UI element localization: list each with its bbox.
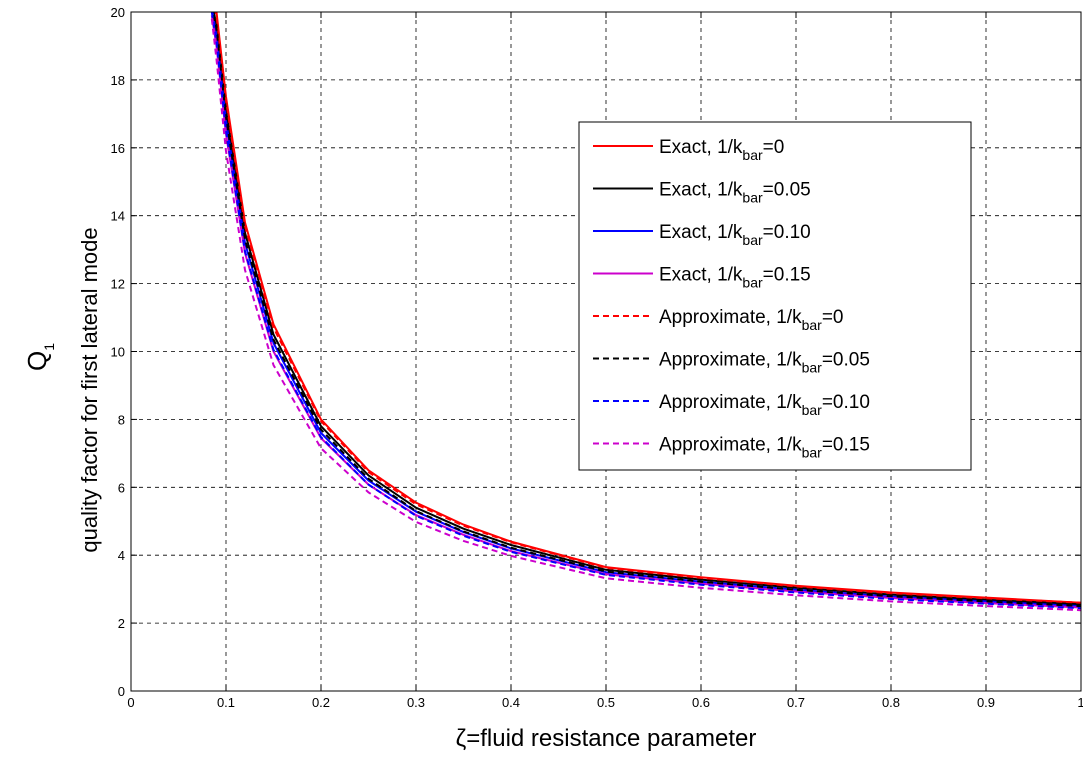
- legend-entry-suffix: =0.15: [822, 435, 870, 456]
- y-tick-label: 6: [118, 480, 125, 495]
- y-tick-label: 4: [118, 548, 125, 563]
- legend-entry-subscript: bar: [802, 317, 823, 333]
- x-tick-label: 0.1: [217, 695, 235, 710]
- y-tick-label: 2: [118, 616, 125, 631]
- legend-box: [578, 121, 972, 471]
- legend-entry-1: Exact, 1/kbar=0.05: [659, 180, 811, 206]
- legend-entry-prefix: Approximate, 1/k: [659, 307, 802, 328]
- legend-entry-prefix: Approximate, 1/k: [659, 350, 802, 371]
- x-tick-label: 0.9: [977, 695, 995, 710]
- legend-entry-suffix: =0.10: [822, 392, 870, 413]
- legend-entry-suffix: =0.05: [822, 350, 870, 371]
- y-tick-label: 8: [118, 412, 125, 427]
- legend-entry-suffix: =0.10: [763, 222, 811, 243]
- svg-text:Q1: Q1: [22, 343, 57, 371]
- y-tick-label: 12: [111, 277, 125, 292]
- x-tick-label: 0.8: [882, 695, 900, 710]
- legend-entry-prefix: Approximate, 1/k: [659, 392, 802, 413]
- legend-entry-subscript: bar: [802, 445, 823, 461]
- legend-entry-suffix: =0.05: [763, 180, 811, 201]
- y-tick-label: 20: [111, 5, 125, 20]
- axes-box: [130, 11, 1082, 692]
- x-tick-label: 0.6: [692, 695, 710, 710]
- series-line-7: [210, 18, 1081, 612]
- legend-entry-subscript: bar: [802, 402, 823, 418]
- x-tick-label: 0.3: [407, 695, 425, 710]
- legend-entry-suffix: =0: [763, 137, 785, 158]
- legend-entry-0: Exact, 1/kbar=0: [659, 137, 784, 163]
- legend-entry-subscript: bar: [742, 190, 763, 206]
- legend-entry-prefix: Exact, 1/k: [659, 137, 743, 158]
- plot-series: [210, 12, 1081, 612]
- legend-entry-3: Exact, 1/kbar=0.15: [659, 265, 811, 291]
- y-tick-label: 0: [118, 684, 125, 699]
- series-line-5: [212, 12, 1081, 608]
- legend-entry-subscript: bar: [742, 232, 763, 248]
- y-axis-symbol: Q1: [22, 343, 57, 371]
- x-tick-label: 1: [1077, 695, 1083, 710]
- legend-entry-prefix: Exact, 1/k: [659, 265, 743, 286]
- x-axis-label: ζ=fluid resistance parameter: [456, 725, 757, 752]
- legend-entry-prefix: Approximate, 1/k: [659, 435, 802, 456]
- legend-entry-2: Exact, 1/kbar=0.10: [659, 222, 811, 248]
- y-tick-label: 14: [111, 209, 125, 224]
- x-tick-label: 0.2: [312, 695, 330, 710]
- y-axis-symbol-sub: 1: [41, 343, 57, 351]
- legend-entry-5: Approximate, 1/kbar=0.05: [659, 350, 870, 376]
- y-tick-label: 16: [111, 141, 125, 156]
- ticks: 0 0.1 0.2 0.3 0.4 0.5 0.6 0.7 0.8 0.9 102468101214…: [111, 5, 1083, 710]
- legend-entry-7: Approximate, 1/kbar=0.15: [659, 435, 870, 461]
- x-tick-label: 0.4: [502, 695, 520, 710]
- legend-entry-suffix: =0.15: [763, 265, 811, 286]
- legend-entry-prefix: Exact, 1/k: [659, 222, 743, 243]
- x-tick-label: 0.5: [597, 695, 615, 710]
- x-tick-label: 0.7: [787, 695, 805, 710]
- series-line-1: [212, 12, 1081, 606]
- legend-entry-6: Approximate, 1/kbar=0.10: [659, 392, 870, 418]
- legend-entry-subscript: bar: [742, 275, 763, 291]
- y-axis-symbol-q: Q: [22, 351, 52, 371]
- legend-entry-4: Approximate, 1/kbar=0: [659, 307, 843, 333]
- legend-entry-subscript: bar: [742, 147, 763, 163]
- legend-entry-suffix: =0: [822, 307, 844, 328]
- y-axis-label: quality factor for first lateral mode: [77, 227, 102, 552]
- legend-entry-subscript: bar: [802, 360, 823, 376]
- x-tick-label: 0: [127, 695, 134, 710]
- series-line-6: [210, 12, 1081, 610]
- y-tick-label: 10: [111, 345, 125, 360]
- y-tick-label: 18: [111, 73, 125, 88]
- legend-entry-prefix: Exact, 1/k: [659, 180, 743, 201]
- series-line-4: [214, 12, 1081, 604]
